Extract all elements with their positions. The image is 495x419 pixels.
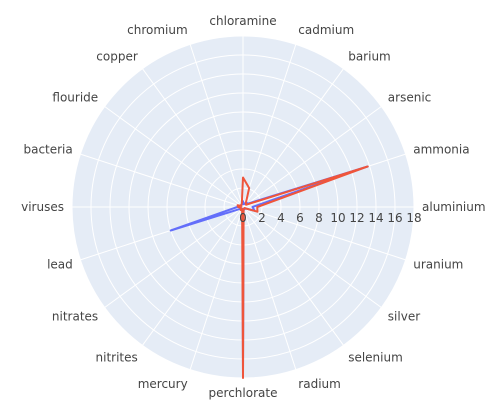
radial-tick-label: 12 bbox=[349, 211, 364, 225]
category-label: arsenic bbox=[388, 91, 431, 105]
category-label: nitrates bbox=[52, 309, 98, 323]
radial-tick-label: 2 bbox=[258, 211, 266, 225]
category-label: cadmium bbox=[298, 23, 354, 37]
category-label: chloramine bbox=[209, 14, 276, 28]
angular-gridline bbox=[142, 68, 244, 208]
angular-gridline bbox=[242, 68, 344, 208]
radial-tick-label: 4 bbox=[277, 211, 285, 225]
angular-gridline bbox=[242, 44, 297, 208]
radial-tick-label: 16 bbox=[387, 211, 402, 225]
category-label: radium bbox=[298, 377, 341, 391]
radial-tick-label: 6 bbox=[296, 211, 304, 225]
category-label: chromium bbox=[127, 23, 188, 37]
angular-gridline bbox=[242, 206, 344, 346]
category-label: ammonia bbox=[413, 143, 469, 157]
category-label: silver bbox=[388, 309, 420, 323]
angular-gridline bbox=[104, 206, 244, 308]
category-label: perchlorate bbox=[209, 386, 278, 400]
category-label: viruses bbox=[21, 200, 64, 214]
radial-tick-label: 18 bbox=[406, 211, 421, 225]
angular-gridline bbox=[242, 106, 382, 208]
category-label: nitrites bbox=[96, 350, 138, 364]
category-label: flouride bbox=[52, 91, 98, 105]
category-label: mercury bbox=[138, 377, 188, 391]
angular-gridline bbox=[142, 206, 244, 346]
radial-tick-label: 14 bbox=[368, 211, 383, 225]
angular-gridline bbox=[189, 44, 244, 208]
category-label: bacteria bbox=[23, 143, 72, 157]
category-label: copper bbox=[96, 50, 138, 64]
angular-gridline bbox=[80, 153, 244, 208]
category-label: aluminium bbox=[422, 200, 486, 214]
category-label: barium bbox=[348, 50, 391, 64]
angular-gridline bbox=[242, 206, 297, 370]
angular-gridline bbox=[104, 106, 244, 208]
series-line-2 bbox=[236, 165, 369, 379]
radial-tick-label: 10 bbox=[330, 211, 345, 225]
angular-gridline bbox=[242, 206, 406, 261]
radial-tick-label: 8 bbox=[315, 211, 323, 225]
angular-gridline bbox=[189, 206, 244, 370]
category-label: uranium bbox=[413, 257, 463, 271]
category-label: lead bbox=[47, 257, 73, 271]
category-label: selenium bbox=[348, 350, 403, 364]
angular-gridline bbox=[242, 206, 382, 308]
radial-tick-label: 0 bbox=[239, 211, 247, 225]
